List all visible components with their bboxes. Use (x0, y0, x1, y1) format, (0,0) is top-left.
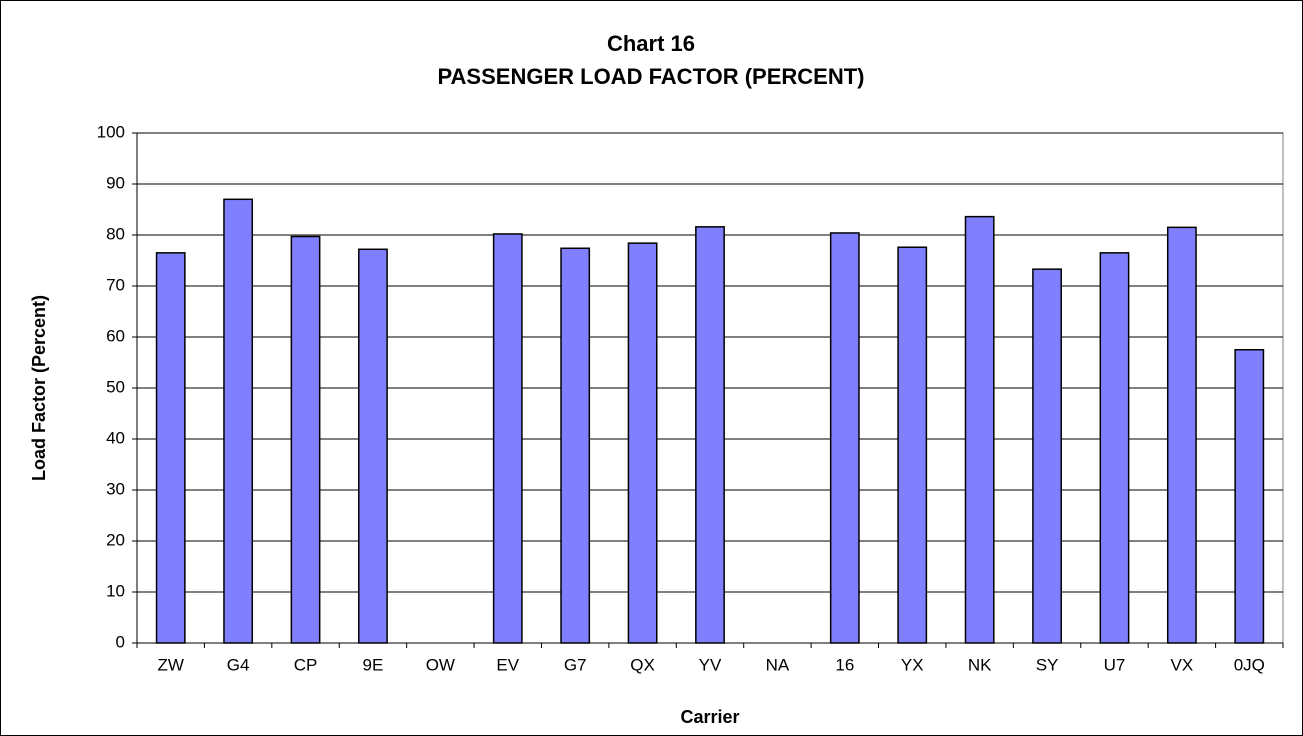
x-tick-label: CP (294, 655, 318, 674)
bar (358, 248, 388, 644)
y-tick-label: 10 (106, 581, 125, 600)
x-tick-label: NK (968, 655, 992, 674)
bar (1166, 226, 1197, 644)
y-tick-label: 70 (106, 275, 125, 294)
x-tick-label: G7 (564, 655, 587, 674)
x-tick-label: OW (426, 655, 455, 674)
y-tick-label: 100 (97, 122, 125, 141)
x-tick-label: NA (766, 655, 790, 674)
x-tick-label: EV (496, 655, 519, 674)
y-tick-label: 20 (106, 530, 125, 549)
x-tick-label: G4 (227, 655, 250, 674)
x-tick-label: U7 (1104, 655, 1126, 674)
y-tick-label: 50 (106, 377, 125, 396)
y-axis-title: Load Factor (Percent) (29, 295, 49, 481)
y-tick-label: 80 (106, 224, 125, 243)
bar (560, 247, 591, 644)
chart-subtitle: PASSENGER LOAD FACTOR (PERCENT) (438, 64, 865, 89)
x-tick-label: 9E (363, 655, 384, 674)
x-tick-label: YV (699, 655, 722, 674)
bar (964, 215, 995, 644)
bar (1032, 268, 1062, 644)
bar (627, 242, 658, 644)
bar (290, 235, 321, 644)
bar (695, 226, 725, 644)
y-tick-label: 60 (106, 326, 125, 345)
bar (223, 198, 254, 644)
bar (897, 246, 928, 644)
chart-title: Chart 16 (607, 31, 695, 56)
x-tick-label: 0JQ (1234, 655, 1265, 674)
x-axis-title: Carrier (680, 707, 739, 727)
x-tick-label: ZW (157, 655, 183, 674)
x-tick-label: QX (630, 655, 655, 674)
y-tick-label: 90 (106, 173, 125, 192)
x-tick-label: 16 (835, 655, 854, 674)
x-tick-label: VX (1171, 655, 1194, 674)
bar (829, 232, 860, 644)
bar (492, 233, 523, 644)
x-tick-label: YX (901, 655, 924, 674)
y-tick-label: 0 (116, 632, 125, 651)
x-tick-label: SY (1036, 655, 1059, 674)
y-tick-label: 40 (106, 428, 125, 447)
bar (155, 252, 186, 644)
bar (1099, 252, 1130, 644)
y-tick-label: 30 (106, 479, 125, 498)
bar (1234, 349, 1265, 644)
